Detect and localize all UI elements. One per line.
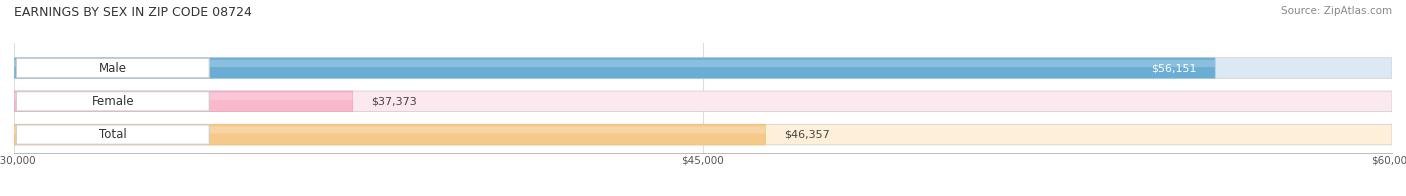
Text: Female: Female xyxy=(91,95,134,108)
FancyBboxPatch shape xyxy=(14,93,353,100)
Text: $56,151: $56,151 xyxy=(1152,63,1197,73)
Text: $46,357: $46,357 xyxy=(783,130,830,140)
FancyBboxPatch shape xyxy=(14,126,765,133)
Text: Male: Male xyxy=(98,62,127,74)
FancyBboxPatch shape xyxy=(17,125,209,144)
FancyBboxPatch shape xyxy=(14,91,353,112)
FancyBboxPatch shape xyxy=(14,124,765,145)
Text: Source: ZipAtlas.com: Source: ZipAtlas.com xyxy=(1281,6,1392,16)
FancyBboxPatch shape xyxy=(14,60,1215,67)
FancyBboxPatch shape xyxy=(14,58,1215,78)
FancyBboxPatch shape xyxy=(14,124,1392,145)
FancyBboxPatch shape xyxy=(17,58,209,78)
Text: Total: Total xyxy=(98,128,127,141)
FancyBboxPatch shape xyxy=(17,92,209,111)
FancyBboxPatch shape xyxy=(14,91,1392,112)
FancyBboxPatch shape xyxy=(14,58,1392,78)
Text: $37,373: $37,373 xyxy=(371,96,416,106)
Text: EARNINGS BY SEX IN ZIP CODE 08724: EARNINGS BY SEX IN ZIP CODE 08724 xyxy=(14,6,252,19)
